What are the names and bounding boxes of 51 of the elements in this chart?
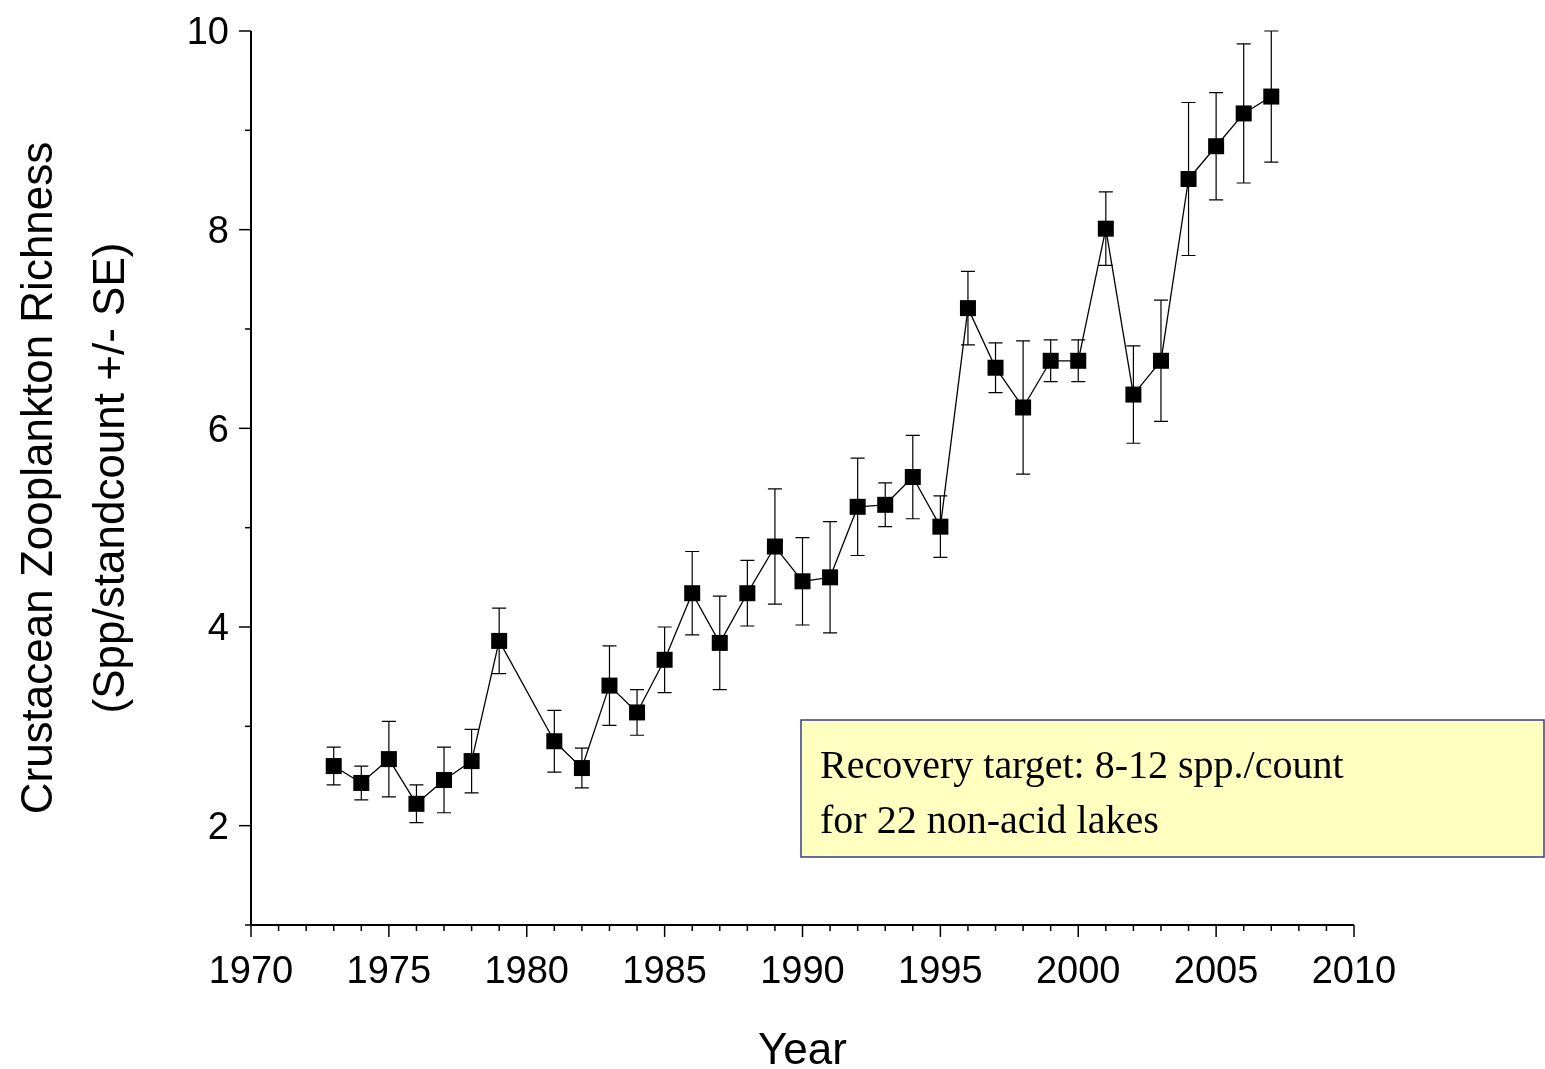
point <box>1125 386 1142 403</box>
x-tick-label: 1990 <box>760 949 845 991</box>
annotation: Recovery target: 8-12 spp./count for 22 non-acid lakes <box>820 742 1344 842</box>
y-tick-label: 4 <box>207 606 229 649</box>
point <box>1263 88 1280 105</box>
point <box>904 469 921 486</box>
point <box>849 498 866 515</box>
point <box>436 771 453 788</box>
x-tick-label: 1975 <box>346 949 432 991</box>
y-tick-label: 6 <box>207 407 229 450</box>
point <box>491 632 508 649</box>
point <box>463 753 480 770</box>
point <box>739 585 756 602</box>
x-tick-label: 2000 <box>1035 949 1121 991</box>
point <box>959 300 976 317</box>
x-axis-title: Year <box>758 1024 847 1069</box>
y-tick-label: 10 <box>186 10 229 53</box>
y-tick-label: 8 <box>207 208 229 251</box>
point <box>1042 352 1059 369</box>
point <box>1152 352 1169 369</box>
point <box>1208 138 1225 155</box>
point <box>601 677 618 694</box>
x-tick-label: 2005 <box>1173 949 1259 991</box>
point <box>656 651 673 668</box>
point <box>766 538 783 555</box>
point <box>546 733 563 750</box>
point <box>1097 220 1114 237</box>
point <box>794 573 811 590</box>
point <box>629 704 646 721</box>
x-tick-label: 1970 <box>208 949 294 991</box>
point <box>684 585 701 602</box>
point <box>932 518 949 535</box>
point <box>1235 105 1252 122</box>
point <box>408 795 425 812</box>
y-axis-title: Crustacean Zooplankton Richness (Spp/standcount +/- SE) <box>12 141 133 815</box>
point <box>353 774 370 791</box>
x-tick-label: 1995 <box>898 949 983 991</box>
point <box>380 751 397 768</box>
point <box>573 760 590 777</box>
point <box>1180 171 1197 188</box>
point <box>987 359 1004 376</box>
point <box>877 496 894 513</box>
x-tick-label: 2010 <box>1311 949 1397 991</box>
x-tick-label: 1980 <box>484 949 570 991</box>
point <box>1070 352 1087 369</box>
point <box>711 634 728 651</box>
point <box>822 569 839 586</box>
y-tick-label: 2 <box>207 804 229 847</box>
point <box>325 758 342 775</box>
x-tick-label: 1985 <box>622 949 707 991</box>
point <box>1015 399 1032 416</box>
